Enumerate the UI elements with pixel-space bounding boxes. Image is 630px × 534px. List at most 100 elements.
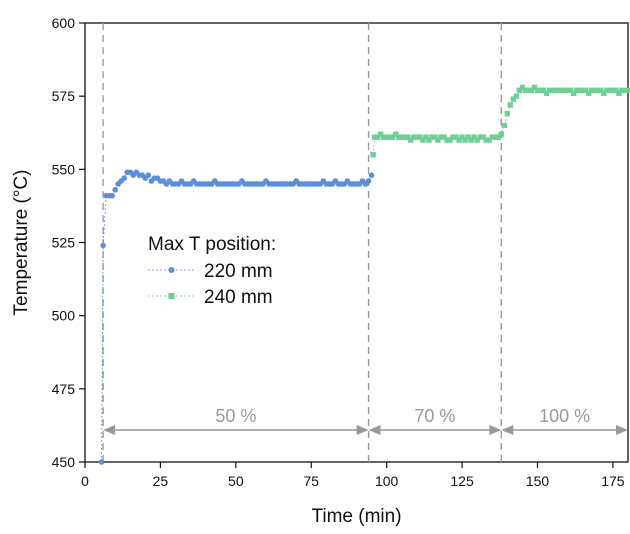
series-1-point-48	[513, 93, 520, 99]
series-1-point-84	[622, 87, 628, 94]
series-1-point-20	[429, 134, 435, 140]
series-1-point-10	[399, 134, 405, 140]
series-1-point-58	[543, 90, 550, 96]
series-1-point-52	[525, 87, 532, 94]
series-1-point-63	[558, 87, 565, 94]
series-1-point-36	[477, 134, 483, 140]
series-1-point-65	[564, 87, 571, 94]
series-1-point-77	[601, 90, 607, 96]
series-1-point-24	[441, 134, 447, 140]
series-1-point-2	[374, 134, 381, 140]
series-1-point-47	[510, 96, 517, 102]
series-1-point-19	[426, 137, 432, 143]
series-1-point-64	[561, 87, 568, 94]
legend-marker-220	[148, 267, 195, 273]
series-1-point-49	[516, 87, 523, 94]
series-1-point-42	[495, 134, 501, 140]
series-1-point-3	[377, 131, 384, 137]
series-1-point-5	[383, 134, 390, 140]
data-series	[98, 84, 630, 465]
series-1-point-56	[537, 87, 544, 94]
x-tick-label-4: 100	[375, 473, 399, 489]
series-1-point-41	[492, 134, 498, 140]
phase-divider-lines	[102, 23, 502, 462]
x-tick-label-6: 150	[526, 473, 550, 489]
series-1-point-72	[586, 90, 592, 96]
series-line-1	[372, 86, 628, 155]
series-1-point-61	[552, 87, 559, 94]
series-1-point-26	[447, 137, 453, 143]
series-1-point-33	[468, 137, 474, 143]
series-1-point-6	[386, 134, 393, 140]
series-0-point-8	[121, 175, 128, 181]
phase-arrowhead-left-2	[501, 425, 514, 435]
series-1-point-70	[580, 87, 586, 94]
series-1-point-4	[380, 134, 387, 140]
y-tick-label-0: 450	[52, 454, 76, 470]
series-1-point-53	[528, 87, 535, 94]
series-1-point-15	[414, 134, 420, 140]
series-1-point-37	[480, 134, 486, 140]
series-0-point-4	[109, 192, 115, 199]
series-1-point-9	[396, 134, 402, 140]
phase-arrowhead-left-1	[368, 425, 381, 435]
series-1-point-60	[549, 87, 556, 94]
series-1-point-32	[465, 134, 471, 140]
y-axis-title: Temperature (°C)	[11, 170, 32, 316]
y-tick-label-2: 500	[52, 308, 76, 324]
series-0-point-5	[112, 187, 118, 193]
series-1-point-12	[405, 134, 411, 140]
series-1-point-67	[571, 90, 577, 96]
legend-marker-240	[148, 293, 195, 299]
legend-entry-240: 240 mm	[204, 287, 273, 308]
series-1-point-23	[438, 134, 444, 140]
series-1-point-44	[501, 122, 508, 129]
series-1-point-22	[435, 137, 441, 143]
series-1-point-31	[462, 137, 468, 143]
phase-arrows	[103, 425, 628, 435]
series-1-point-62	[555, 87, 562, 94]
x-tick-label-0: 0	[81, 473, 89, 489]
series-1-point-17	[420, 137, 426, 143]
phase-arrowhead-right-2	[616, 425, 628, 435]
series-1-point-78	[604, 87, 610, 94]
series-1-point-82	[616, 90, 622, 96]
series-1-point-71	[583, 87, 589, 94]
series-1-point-34	[471, 134, 477, 140]
series-1-point-74	[592, 87, 598, 94]
series-0-point-90	[368, 172, 375, 178]
region-label-50: 50 %	[215, 406, 256, 426]
legend-entry-220: 220 mm	[204, 261, 273, 282]
series-1-point-73	[589, 87, 595, 94]
series-1-point-80	[610, 87, 616, 94]
series-1-point-54	[531, 84, 538, 91]
series-1-point-85	[625, 87, 630, 94]
series-1-point-55	[534, 87, 541, 94]
series-0-point-16	[145, 172, 152, 178]
y-tick-label-6: 600	[52, 15, 76, 31]
series-1-point-45	[504, 111, 511, 117]
series-1-point-43	[498, 131, 504, 137]
x-tick-label-2: 50	[228, 473, 244, 489]
series-1-point-28	[453, 134, 459, 140]
x-tick-label-5: 125	[450, 473, 474, 489]
series-1-point-46	[507, 102, 514, 108]
y-tick-label-5: 575	[52, 88, 76, 104]
y-tick-label-4: 550	[52, 161, 76, 177]
region-label-100: 100 %	[539, 406, 590, 426]
series-1-point-7	[390, 134, 396, 140]
series-1-point-39	[486, 137, 492, 143]
legend: Max T position: 220 mm 240 mm	[148, 234, 276, 308]
x-tick-label-3: 75	[303, 473, 319, 489]
region-label-70: 70 %	[414, 406, 455, 426]
legend-point-0	[168, 267, 175, 273]
series-1-point-13	[408, 137, 414, 143]
series-1-point-81	[613, 87, 619, 94]
series-1-point-40	[489, 134, 495, 140]
series-0-point-1	[100, 242, 106, 249]
series-1-point-69	[577, 87, 583, 94]
series-1-point-79	[607, 87, 613, 94]
series-1-point-21	[432, 134, 438, 140]
series-1-point-68	[574, 87, 580, 94]
